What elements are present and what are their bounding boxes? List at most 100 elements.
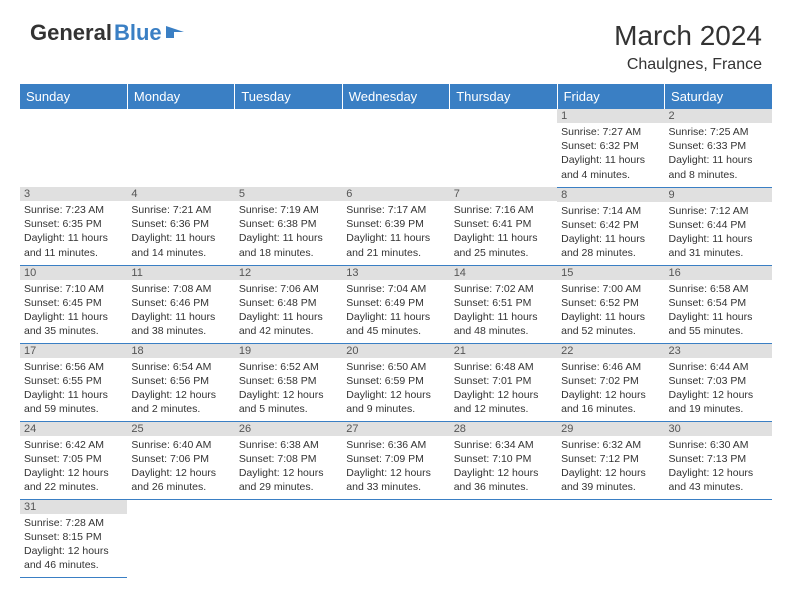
logo-text-1: General [30, 20, 112, 46]
daylight-line: Daylight: 11 hours and 8 minutes. [669, 153, 768, 181]
sunrise-line: Sunrise: 6:44 AM [669, 360, 768, 374]
calendar-cell: 29Sunrise: 6:32 AMSunset: 7:12 PMDayligh… [557, 421, 664, 499]
calendar-table: SundayMondayTuesdayWednesdayThursdayFrid… [20, 84, 772, 578]
daylight-line: Daylight: 11 hours and 28 minutes. [561, 232, 660, 260]
calendar-cell [342, 109, 449, 187]
sunset-line: Sunset: 7:03 PM [669, 374, 768, 388]
calendar-row: 3Sunrise: 7:23 AMSunset: 6:35 PMDaylight… [20, 187, 772, 265]
day-content: Sunrise: 7:06 AMSunset: 6:48 PMDaylight:… [235, 280, 342, 341]
sunrise-line: Sunrise: 6:34 AM [454, 438, 553, 452]
sunrise-line: Sunrise: 7:00 AM [561, 282, 660, 296]
daylight-line: Daylight: 12 hours and 5 minutes. [239, 388, 338, 416]
day-content: Sunrise: 7:23 AMSunset: 6:35 PMDaylight:… [20, 201, 127, 262]
daylight-line: Daylight: 12 hours and 33 minutes. [346, 466, 445, 494]
sunrise-line: Sunrise: 7:10 AM [24, 282, 123, 296]
month-title: March 2024 [614, 20, 762, 52]
sunset-line: Sunset: 7:13 PM [669, 452, 768, 466]
daylight-line: Daylight: 12 hours and 39 minutes. [561, 466, 660, 494]
calendar-cell [450, 109, 557, 187]
daylight-line: Daylight: 11 hours and 4 minutes. [561, 153, 660, 181]
day-number: 17 [20, 344, 127, 358]
day-content: Sunrise: 6:36 AMSunset: 7:09 PMDaylight:… [342, 436, 449, 497]
sunset-line: Sunset: 6:32 PM [561, 139, 660, 153]
calendar-cell: 25Sunrise: 6:40 AMSunset: 7:06 PMDayligh… [127, 421, 234, 499]
daylight-line: Daylight: 11 hours and 14 minutes. [131, 231, 230, 259]
day-number: 9 [665, 188, 772, 202]
daylight-line: Daylight: 11 hours and 21 minutes. [346, 231, 445, 259]
calendar-body: 1Sunrise: 7:27 AMSunset: 6:32 PMDaylight… [20, 109, 772, 577]
calendar-cell: 9Sunrise: 7:12 AMSunset: 6:44 PMDaylight… [665, 187, 772, 265]
calendar-row: 1Sunrise: 7:27 AMSunset: 6:32 PMDaylight… [20, 109, 772, 187]
daylight-line: Daylight: 11 hours and 55 minutes. [669, 310, 768, 338]
day-content: Sunrise: 7:02 AMSunset: 6:51 PMDaylight:… [450, 280, 557, 341]
sunset-line: Sunset: 6:52 PM [561, 296, 660, 310]
day-content: Sunrise: 7:04 AMSunset: 6:49 PMDaylight:… [342, 280, 449, 341]
day-content: Sunrise: 7:14 AMSunset: 6:42 PMDaylight:… [557, 202, 664, 263]
sunset-line: Sunset: 6:35 PM [24, 217, 123, 231]
sunrise-line: Sunrise: 6:36 AM [346, 438, 445, 452]
day-number: 13 [342, 266, 449, 280]
calendar-cell: 2Sunrise: 7:25 AMSunset: 6:33 PMDaylight… [665, 109, 772, 187]
day-content: Sunrise: 7:16 AMSunset: 6:41 PMDaylight:… [450, 201, 557, 262]
sunset-line: Sunset: 6:42 PM [561, 218, 660, 232]
sunset-line: Sunset: 6:44 PM [669, 218, 768, 232]
day-content: Sunrise: 6:56 AMSunset: 6:55 PMDaylight:… [20, 358, 127, 419]
daylight-line: Daylight: 12 hours and 19 minutes. [669, 388, 768, 416]
calendar-cell: 22Sunrise: 6:46 AMSunset: 7:02 PMDayligh… [557, 343, 664, 421]
daylight-line: Daylight: 11 hours and 38 minutes. [131, 310, 230, 338]
calendar-cell: 31Sunrise: 7:28 AMSunset: 8:15 PMDayligh… [20, 499, 127, 577]
calendar-cell [235, 499, 342, 577]
sunset-line: Sunset: 7:12 PM [561, 452, 660, 466]
weekday-header: Sunday [20, 84, 127, 109]
daylight-line: Daylight: 12 hours and 12 minutes. [454, 388, 553, 416]
calendar-cell [665, 499, 772, 577]
day-number: 12 [235, 266, 342, 280]
day-number: 26 [235, 422, 342, 436]
day-number: 31 [20, 500, 127, 514]
calendar-row: 10Sunrise: 7:10 AMSunset: 6:45 PMDayligh… [20, 265, 772, 343]
day-number: 4 [127, 187, 234, 201]
calendar-cell: 3Sunrise: 7:23 AMSunset: 6:35 PMDaylight… [20, 187, 127, 265]
daylight-line: Daylight: 12 hours and 46 minutes. [24, 544, 123, 572]
calendar-cell: 18Sunrise: 6:54 AMSunset: 6:56 PMDayligh… [127, 343, 234, 421]
calendar-cell: 12Sunrise: 7:06 AMSunset: 6:48 PMDayligh… [235, 265, 342, 343]
sunset-line: Sunset: 6:33 PM [669, 139, 768, 153]
day-content: Sunrise: 7:12 AMSunset: 6:44 PMDaylight:… [665, 202, 772, 263]
sunset-line: Sunset: 7:08 PM [239, 452, 338, 466]
day-number: 1 [557, 109, 664, 123]
daylight-line: Daylight: 11 hours and 59 minutes. [24, 388, 123, 416]
sunset-line: Sunset: 7:02 PM [561, 374, 660, 388]
sunrise-line: Sunrise: 7:19 AM [239, 203, 338, 217]
day-content: Sunrise: 6:40 AMSunset: 7:06 PMDaylight:… [127, 436, 234, 497]
daylight-line: Daylight: 11 hours and 35 minutes. [24, 310, 123, 338]
weekday-header: Thursday [450, 84, 557, 109]
day-number: 11 [127, 266, 234, 280]
daylight-line: Daylight: 11 hours and 48 minutes. [454, 310, 553, 338]
calendar-cell: 8Sunrise: 7:14 AMSunset: 6:42 PMDaylight… [557, 187, 664, 265]
day-number: 24 [20, 422, 127, 436]
sunset-line: Sunset: 7:09 PM [346, 452, 445, 466]
sunset-line: Sunset: 7:10 PM [454, 452, 553, 466]
day-number: 3 [20, 187, 127, 201]
sunrise-line: Sunrise: 7:28 AM [24, 516, 123, 530]
day-number: 22 [557, 344, 664, 358]
daylight-line: Daylight: 11 hours and 18 minutes. [239, 231, 338, 259]
calendar-cell: 6Sunrise: 7:17 AMSunset: 6:39 PMDaylight… [342, 187, 449, 265]
flag-icon [166, 20, 188, 46]
calendar-cell: 7Sunrise: 7:16 AMSunset: 6:41 PMDaylight… [450, 187, 557, 265]
calendar-row: 31Sunrise: 7:28 AMSunset: 8:15 PMDayligh… [20, 499, 772, 577]
sunrise-line: Sunrise: 7:08 AM [131, 282, 230, 296]
calendar-cell: 20Sunrise: 6:50 AMSunset: 6:59 PMDayligh… [342, 343, 449, 421]
sunset-line: Sunset: 7:06 PM [131, 452, 230, 466]
daylight-line: Daylight: 12 hours and 43 minutes. [669, 466, 768, 494]
sunrise-line: Sunrise: 7:23 AM [24, 203, 123, 217]
calendar-head: SundayMondayTuesdayWednesdayThursdayFrid… [20, 84, 772, 109]
daylight-line: Daylight: 12 hours and 22 minutes. [24, 466, 123, 494]
sunset-line: Sunset: 7:05 PM [24, 452, 123, 466]
sunset-line: Sunset: 6:58 PM [239, 374, 338, 388]
sunrise-line: Sunrise: 7:27 AM [561, 125, 660, 139]
daylight-line: Daylight: 11 hours and 45 minutes. [346, 310, 445, 338]
day-content: Sunrise: 7:28 AMSunset: 8:15 PMDaylight:… [20, 514, 127, 575]
day-content: Sunrise: 7:17 AMSunset: 6:39 PMDaylight:… [342, 201, 449, 262]
calendar-cell [127, 109, 234, 187]
